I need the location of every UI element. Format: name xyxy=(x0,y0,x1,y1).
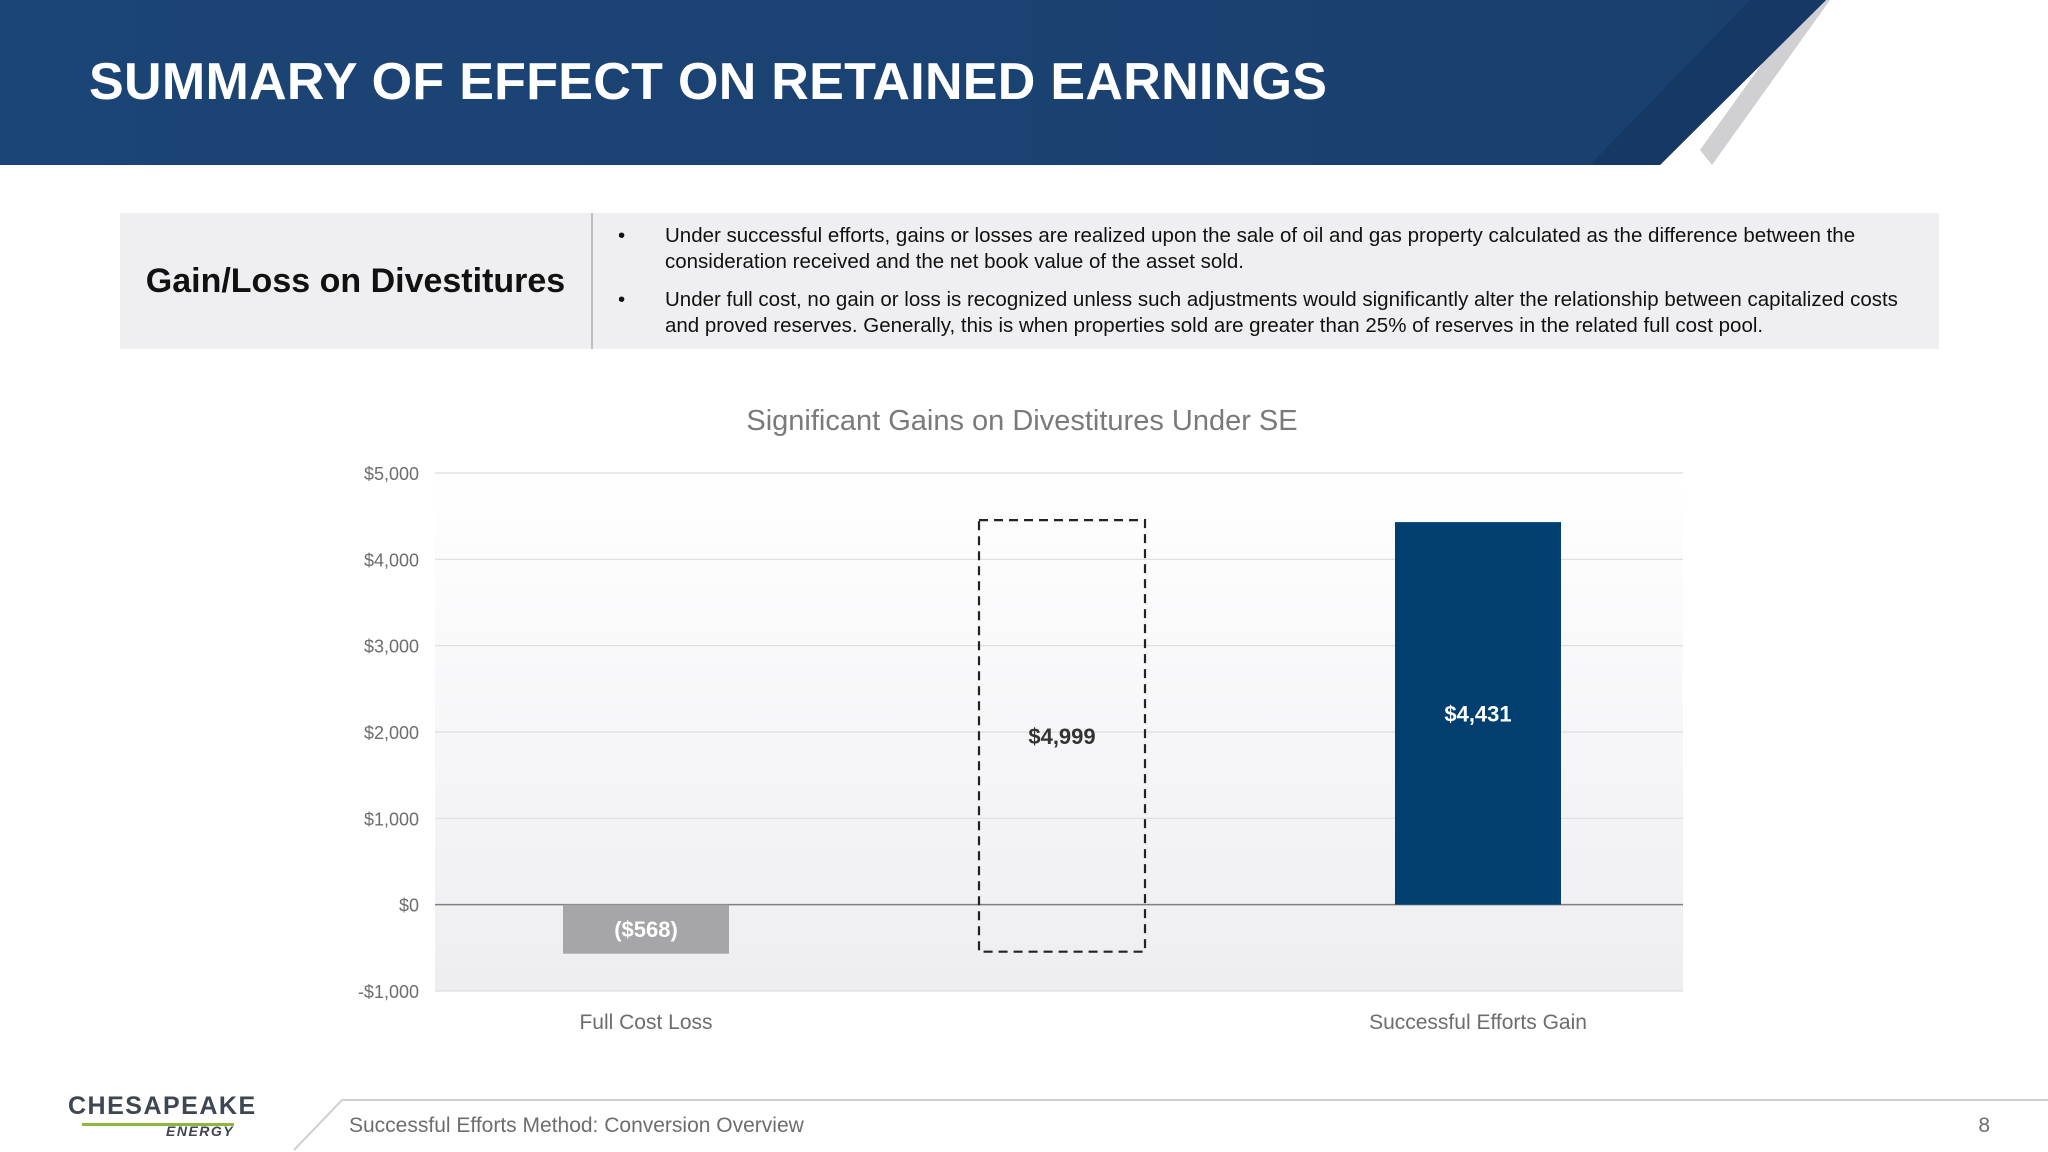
header-banner: SUMMARY OF EFFECT ON RETAINED EARNINGS xyxy=(0,0,2048,170)
info-label-cell: Gain/Loss on Divestitures xyxy=(120,213,593,349)
x-category-label: Successful Efforts Gain xyxy=(1369,1011,1587,1034)
y-tick-label: $1,000 xyxy=(364,809,419,829)
page-title: SUMMARY OF EFFECT ON RETAINED EARNINGS xyxy=(89,53,1328,111)
info-box: Gain/Loss on Divestitures • Under succes… xyxy=(120,213,1939,349)
header-background xyxy=(0,0,1830,165)
bullet-dot: • xyxy=(618,288,626,311)
bullet-item: • Under successful efforts, gains or los… xyxy=(618,223,1918,275)
y-tick-label: $2,000 xyxy=(364,723,419,743)
chart-svg: Significant Gains on Divestitures Under … xyxy=(358,405,1683,1034)
y-tick-label: $3,000 xyxy=(364,637,419,657)
bar xyxy=(563,904,729,954)
logo-underline xyxy=(82,1123,234,1126)
x-category-label: Full Cost Loss xyxy=(579,1011,712,1034)
chart-title: Significant Gains on Divestitures Under … xyxy=(746,405,1297,437)
company-logo-subtext: ENERGY xyxy=(166,1123,235,1139)
data-label: $4,999 xyxy=(1028,724,1095,749)
data-label: $4,431 xyxy=(1444,701,1511,726)
info-bullets: • Under successful efforts, gains or los… xyxy=(618,223,1918,351)
bar-outline xyxy=(977,519,1147,953)
company-logo: CHESAPEAKE xyxy=(68,1092,257,1120)
bullet-item: • Under full cost, no gain or loss is re… xyxy=(618,287,1918,339)
page-number: 8 xyxy=(1978,1114,1990,1137)
bar-chart: Significant Gains on Divestitures Under … xyxy=(0,380,2048,1040)
y-tick-label: -$1,000 xyxy=(358,982,419,1002)
bar xyxy=(1395,522,1561,905)
info-label: Gain/Loss on Divestitures xyxy=(145,261,566,300)
data-label: ($568) xyxy=(614,917,678,942)
footer-text: Successful Efforts Method: Conversion Ov… xyxy=(349,1114,804,1137)
bullet-dot: • xyxy=(618,224,626,247)
bullet-text: Under successful efforts, gains or losse… xyxy=(665,224,1856,273)
bullet-text: Under full cost, no gain or loss is reco… xyxy=(665,288,1898,337)
y-tick-label: $0 xyxy=(399,896,419,916)
y-tick-label: $5,000 xyxy=(364,464,419,484)
y-tick-label: $4,000 xyxy=(364,550,419,570)
